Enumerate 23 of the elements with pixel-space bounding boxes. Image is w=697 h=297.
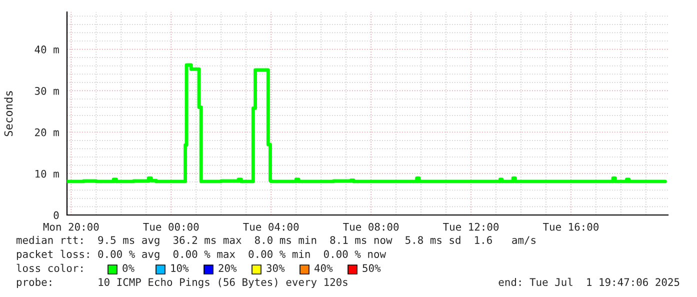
y-tick-label: 40 m bbox=[34, 46, 59, 54]
text: end: Tue Jul 1 19:47:06 2025 bbox=[498, 278, 680, 286]
y-tick-label: 0 bbox=[54, 211, 59, 220]
x-tick-label: Tue 04:00 bbox=[243, 222, 299, 231]
x-tick-label: Mon 20:00 bbox=[43, 222, 99, 231]
legend-label: 40% bbox=[314, 264, 333, 272]
x-tick-label: Tue 16:00 bbox=[542, 222, 599, 231]
legend-label: 0% bbox=[122, 264, 134, 272]
y-tick-label: 10 m bbox=[36, 170, 59, 178]
y-tick-label: 20 m bbox=[35, 128, 59, 136]
x-tick-label: Tue 12:00 bbox=[443, 222, 499, 231]
text: median rtt: 9.5 ms avg 36.2 ms max 8.0 ms min 8.1 ms now 5.8 ms sd 1.6 am/s bbox=[16, 236, 536, 246]
x-tick-label: Tue 08:00 bbox=[343, 222, 399, 231]
legend-label: 50% bbox=[362, 264, 381, 272]
text: probe: 10 ICMP Echo Pings (56 Bytes) every 120s bbox=[16, 278, 348, 288]
legend-label: 30% bbox=[266, 264, 285, 272]
y-tick-label: 30 m bbox=[34, 86, 59, 95]
text: packet loss: 0.00 % avg 0.00 % max 0.00 % min 0.00 % now bbox=[16, 250, 386, 260]
legend-label: 10% bbox=[171, 264, 189, 272]
y-axis-title: Seconds bbox=[4, 91, 13, 136]
legend-title: loss color: bbox=[16, 264, 82, 272]
legend-label: 20% bbox=[218, 264, 237, 272]
x-tick-label: Tue 00:00 bbox=[143, 222, 199, 231]
